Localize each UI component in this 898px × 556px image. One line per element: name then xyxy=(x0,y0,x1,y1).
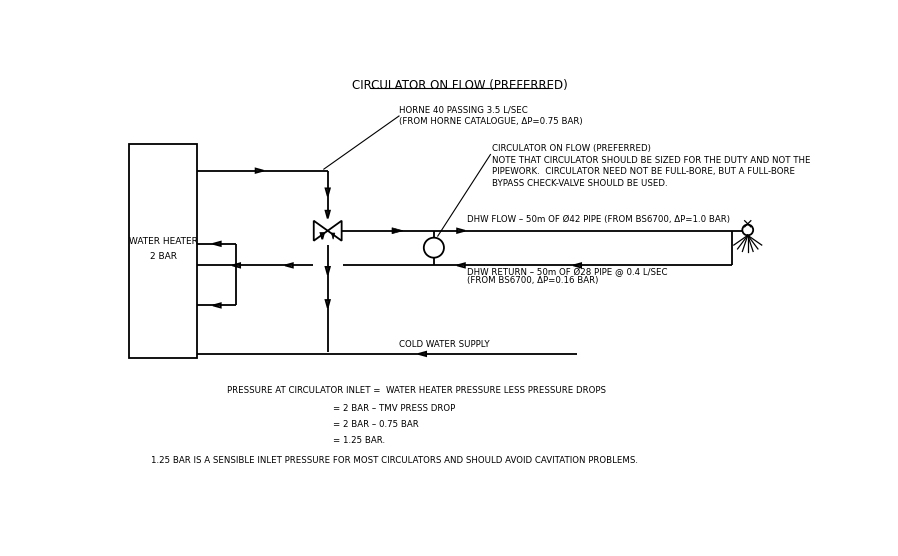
Text: 2 BAR: 2 BAR xyxy=(149,252,177,261)
Text: 1.25 BAR IS A SENSIBLE INLET PRESSURE FOR MOST CIRCULATORS AND SHOULD AVOID CAVI: 1.25 BAR IS A SENSIBLE INLET PRESSURE FO… xyxy=(151,455,638,465)
Text: PRESSURE AT CIRCULATOR INLET =  WATER HEATER PRESSURE LESS PRESSURE DROPS: PRESSURE AT CIRCULATOR INLET = WATER HEA… xyxy=(227,386,606,395)
Bar xyxy=(129,143,197,358)
Polygon shape xyxy=(331,233,335,239)
Text: WATER HEATER: WATER HEATER xyxy=(128,237,198,246)
Text: = 2 BAR – 0.75 BAR: = 2 BAR – 0.75 BAR xyxy=(333,420,418,429)
Text: DHW RETURN – 50m OF Ø28 PIPE @ 0.4 L/SEC: DHW RETURN – 50m OF Ø28 PIPE @ 0.4 L/SEC xyxy=(467,267,668,277)
Text: = 1.25 BAR.: = 1.25 BAR. xyxy=(333,436,385,445)
Polygon shape xyxy=(392,228,403,234)
Text: CIRCULATOR ON FLOW (PREFERRED)
NOTE THAT CIRCULATOR SHOULD BE SIZED FOR THE DUTY: CIRCULATOR ON FLOW (PREFERRED) NOTE THAT… xyxy=(492,143,811,188)
Text: DHW FLOW – 50m OF Ø42 PIPE (FROM BS6700, ΔP=1.0 BAR): DHW FLOW – 50m OF Ø42 PIPE (FROM BS6700,… xyxy=(467,215,730,224)
Text: (FROM BS6700, ΔP=0.16 BAR): (FROM BS6700, ΔP=0.16 BAR) xyxy=(467,276,599,285)
Text: CIRCULATOR ON FLOW (PREFERRED): CIRCULATOR ON FLOW (PREFERRED) xyxy=(352,79,568,92)
Text: = 2 BAR – TMV PRESS DROP: = 2 BAR – TMV PRESS DROP xyxy=(333,404,455,413)
Text: HORNE 40 PASSING 3.5 L/SEC
(FROM HORNE CATALOGUE, ΔP=0.75 BAR): HORNE 40 PASSING 3.5 L/SEC (FROM HORNE C… xyxy=(399,105,583,126)
Text: COLD WATER SUPPLY: COLD WATER SUPPLY xyxy=(399,340,489,349)
